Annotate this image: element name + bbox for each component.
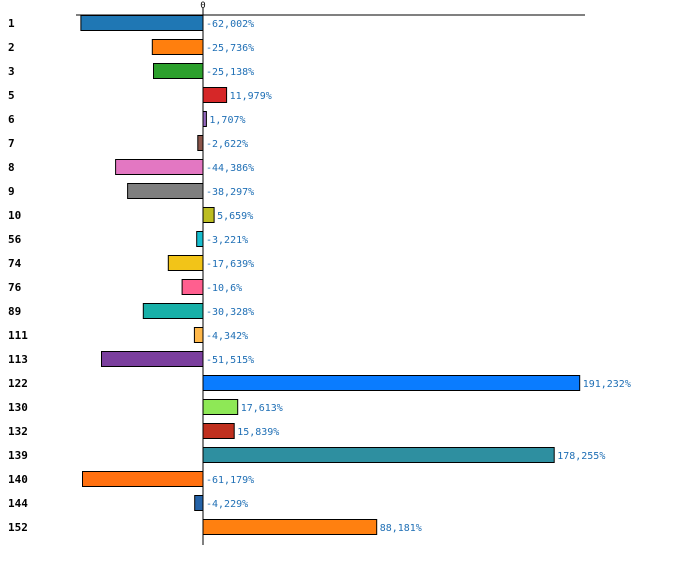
bar-152: [202, 519, 378, 535]
bar-132: [202, 423, 235, 439]
value-label-6: 1,707%: [209, 115, 245, 126]
bar-89: [142, 303, 204, 319]
bar-139: [202, 447, 555, 463]
bar-76: [181, 279, 204, 295]
category-label-152: 152: [8, 521, 28, 534]
bar-10: [202, 207, 215, 223]
category-label-132: 132: [8, 425, 28, 438]
category-label-76: 76: [8, 281, 22, 294]
value-label-89: -30,328%: [206, 307, 254, 318]
category-label-122: 122: [8, 377, 28, 390]
bar-111: [193, 327, 204, 343]
value-label-113: -51,515%: [206, 355, 254, 366]
value-label-140: -61,179%: [206, 475, 254, 486]
labels-group: 1 -62,002% 2 -25,736% 3 -25,138% 5 11,979% 6 1,70…: [8, 17, 631, 534]
value-label-122: 191,232%: [583, 379, 631, 390]
category-label-8: 8: [8, 161, 15, 174]
value-label-76: -10,6%: [206, 283, 242, 294]
bar-8: [115, 159, 204, 175]
bar-74: [167, 255, 204, 271]
bar-130: [202, 399, 239, 415]
value-label-8: -44,386%: [206, 163, 254, 174]
category-label-2: 2: [8, 41, 15, 54]
bars-group: [80, 15, 581, 535]
category-label-144: 144: [8, 497, 28, 510]
value-label-10: 5,659%: [217, 211, 253, 222]
value-label-74: -17,639%: [206, 259, 254, 270]
bar-56: [196, 231, 204, 247]
bar-9: [127, 183, 204, 199]
bar-113: [101, 351, 204, 367]
value-label-3: -25,138%: [206, 67, 254, 78]
category-label-7: 7: [8, 137, 15, 150]
value-label-144: -4,229%: [206, 499, 248, 510]
bar-140: [82, 471, 204, 487]
bar-5: [202, 87, 228, 103]
bar-122: [202, 375, 581, 391]
value-label-5: 11,979%: [230, 91, 272, 102]
value-label-56: -3,221%: [206, 235, 248, 246]
category-label-3: 3: [8, 65, 15, 78]
category-label-113: 113: [8, 353, 28, 366]
bar-6: [202, 111, 207, 127]
value-label-139: 178,255%: [557, 451, 605, 462]
category-label-10: 10: [8, 209, 21, 222]
category-label-6: 6: [8, 113, 15, 126]
value-label-111: -4,342%: [206, 331, 248, 342]
zero-tick-label: 0: [200, 1, 205, 11]
category-label-111: 111: [8, 329, 28, 342]
category-label-9: 9: [8, 185, 15, 198]
category-label-56: 56: [8, 233, 22, 246]
bar-7: [197, 135, 204, 151]
value-label-132: 15,839%: [237, 427, 279, 438]
value-label-130: 17,613%: [241, 403, 283, 414]
bar-144: [194, 495, 204, 511]
value-label-2: -25,736%: [206, 43, 254, 54]
value-label-1: -62,002%: [206, 19, 254, 30]
category-label-74: 74: [8, 257, 22, 270]
category-label-1: 1: [8, 17, 15, 30]
bar-2: [151, 39, 204, 55]
category-label-89: 89: [8, 305, 21, 318]
category-label-140: 140: [8, 473, 28, 486]
bar-1: [80, 15, 204, 31]
value-label-152: 88,181%: [380, 523, 422, 534]
category-label-5: 5: [8, 89, 15, 102]
category-label-139: 139: [8, 449, 28, 462]
bar-3: [153, 63, 204, 79]
category-label-130: 130: [8, 401, 28, 414]
value-label-7: -2,622%: [206, 139, 248, 150]
value-label-9: -38,297%: [206, 187, 254, 198]
